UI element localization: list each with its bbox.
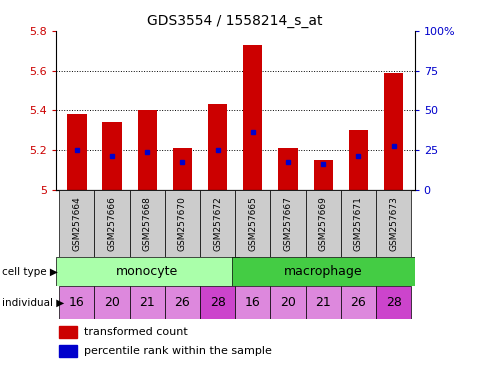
Bar [383,73,402,190]
Bar [375,286,410,319]
Text: 26: 26 [350,296,365,309]
Bar [165,286,199,319]
Bar [235,286,270,319]
Bar [59,345,77,356]
Text: 21: 21 [315,296,331,309]
Text: percentile rank within the sample: percentile rank within the sample [84,346,272,356]
Bar [56,257,238,286]
Text: 16: 16 [244,296,260,309]
Bar [313,160,332,190]
Text: 20: 20 [104,296,120,309]
Text: 28: 28 [209,296,225,309]
Bar [270,286,305,319]
Bar [305,286,340,319]
Bar [340,286,375,319]
Bar [137,110,157,190]
Bar [348,130,367,190]
Text: 20: 20 [279,296,295,309]
Bar [129,286,165,319]
Bar [59,190,94,257]
Text: 21: 21 [139,296,155,309]
Text: individual ▶: individual ▶ [2,297,64,308]
Bar [242,45,262,190]
Text: macrophage: macrophage [283,265,362,278]
Bar [235,190,270,257]
Text: GSM257668: GSM257668 [142,196,151,251]
Bar [67,114,86,190]
Bar [340,190,375,257]
Title: GDS3554 / 1558214_s_at: GDS3554 / 1558214_s_at [147,14,322,28]
Bar [94,286,129,319]
Text: GSM257667: GSM257667 [283,196,292,251]
Bar [231,257,414,286]
Text: 26: 26 [174,296,190,309]
Text: 28: 28 [385,296,401,309]
Text: GSM257670: GSM257670 [178,196,186,251]
Bar [165,190,199,257]
Text: cell type ▶: cell type ▶ [2,266,58,277]
Bar [199,286,235,319]
Text: transformed count: transformed count [84,327,188,337]
Text: monocyte: monocyte [116,265,178,278]
Bar [129,190,165,257]
Text: GSM257665: GSM257665 [248,196,257,251]
Bar [59,286,94,319]
Bar [59,326,77,338]
Bar [199,190,235,257]
Text: GSM257666: GSM257666 [107,196,116,251]
Bar [172,148,192,190]
Text: GSM257673: GSM257673 [388,196,397,251]
Text: GSM257664: GSM257664 [72,196,81,251]
Bar [375,190,410,257]
Bar [278,148,297,190]
Bar [270,190,305,257]
Text: GSM257669: GSM257669 [318,196,327,251]
Text: GSM257672: GSM257672 [212,196,222,251]
Text: GSM257671: GSM257671 [353,196,362,251]
Bar [208,104,227,190]
Bar [305,190,340,257]
Bar [94,190,129,257]
Text: 16: 16 [69,296,85,309]
Bar [102,122,121,190]
